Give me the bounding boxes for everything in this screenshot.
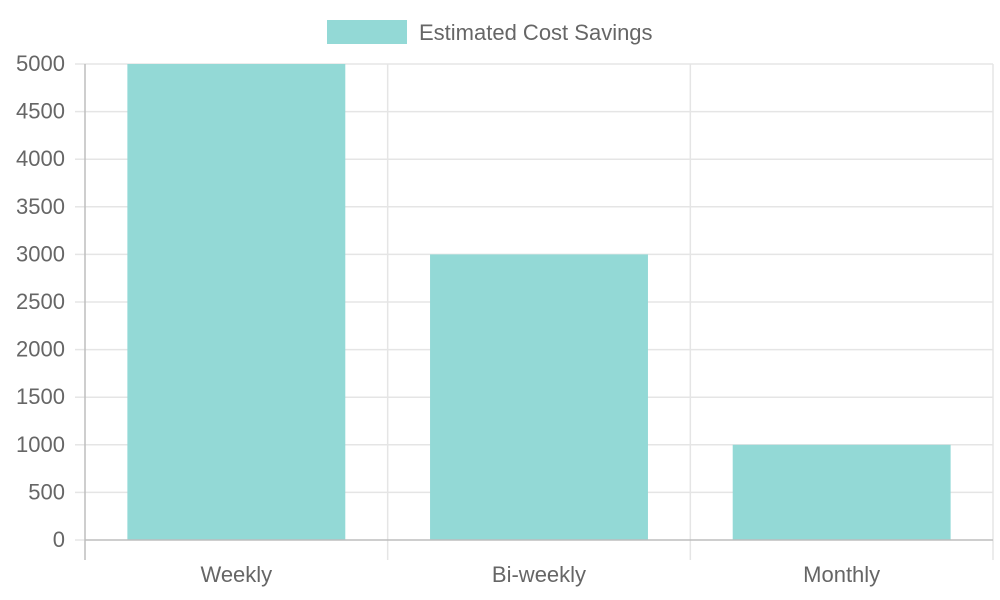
x-tick-label: Monthly [803, 562, 880, 587]
y-tick-label: 5000 [16, 51, 65, 76]
x-axis-labels: Weekly Bi-weekly Monthly [200, 562, 880, 587]
y-tick-label: 500 [28, 479, 65, 504]
legend-swatch [327, 20, 407, 44]
y-tick-label: 2000 [16, 337, 65, 362]
bar-weekly[interactable] [127, 64, 346, 540]
y-tick-label: 4000 [16, 146, 65, 171]
y-tick-label: 1500 [16, 384, 65, 409]
bars [127, 64, 951, 540]
axes [75, 63, 993, 560]
legend-label: Estimated Cost Savings [419, 20, 653, 45]
y-tick-label: 3500 [16, 194, 65, 219]
y-tick-label: 4500 [16, 99, 65, 124]
chart-legend[interactable]: Estimated Cost Savings [327, 20, 653, 45]
bar-monthly[interactable] [732, 444, 951, 540]
y-axis-labels: 0 500 1000 1500 2000 2500 3000 3500 4000 4500 5000 [16, 51, 65, 552]
x-tick-label: Weekly [200, 562, 272, 587]
x-tick-label: Bi-weekly [492, 562, 586, 587]
y-tick-label: 1000 [16, 432, 65, 457]
y-tick-label: 2500 [16, 289, 65, 314]
y-tick-label: 3000 [16, 241, 65, 266]
bar-bi-weekly[interactable] [430, 254, 648, 540]
y-tick-label: 0 [53, 527, 65, 552]
